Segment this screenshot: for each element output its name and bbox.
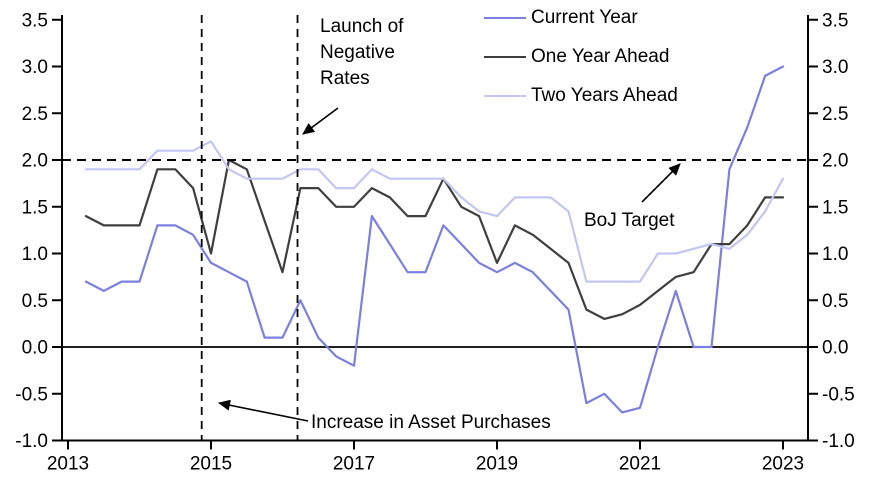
y-tick-label-left: 2.5 bbox=[22, 104, 48, 125]
two-years-ahead-line-swatch bbox=[484, 95, 526, 97]
x-tick-label: 2021 bbox=[619, 454, 661, 475]
y-tick-label-right: 0.5 bbox=[822, 291, 848, 312]
legend: Current Year One Year Ahead Two Years Ah… bbox=[484, 7, 678, 124]
legend-item-one-year-ahead: One Year Ahead bbox=[484, 46, 678, 68]
legend-label: Current Year bbox=[531, 7, 638, 28]
legend-label: One Year Ahead bbox=[531, 46, 670, 67]
y-tick-label-right: -0.5 bbox=[822, 384, 855, 405]
series-line-two-years-ahead bbox=[84, 140, 785, 283]
one-year-ahead-line-swatch bbox=[484, 56, 526, 58]
series-line-one-year-ahead bbox=[84, 158, 785, 320]
y-tick-label-left: 2.0 bbox=[22, 151, 48, 172]
x-tick-label: 2015 bbox=[190, 454, 232, 475]
boj-target-annotation: BoJ Target bbox=[584, 210, 675, 231]
legend-item-current-year: Current Year bbox=[484, 7, 678, 29]
y-tick-label-right: 3.0 bbox=[822, 57, 848, 78]
negative-rates-annotation: Launch of Negative Rates bbox=[320, 16, 404, 89]
negative-rates-arrow bbox=[302, 107, 339, 135]
boj-target-arrow bbox=[641, 163, 681, 203]
y-tick-label-left: 1.5 bbox=[22, 197, 48, 218]
y-tick-label-right: -1.0 bbox=[822, 431, 855, 452]
asset-purchases-arrow bbox=[218, 399, 309, 422]
y-tick-label-left: -1.0 bbox=[15, 431, 48, 452]
y-tick-label-left: 0.5 bbox=[22, 291, 48, 312]
y-tick-label-right: 1.0 bbox=[822, 244, 848, 265]
x-tick-label: 2023 bbox=[762, 454, 804, 475]
y-tick-label-right: 3.5 bbox=[822, 10, 848, 31]
y-tick-label-left: 3.5 bbox=[22, 10, 48, 31]
y-tick-label-right: 2.0 bbox=[822, 151, 848, 172]
x-tick-label: 2019 bbox=[476, 454, 518, 475]
y-tick-label-right: 1.5 bbox=[822, 197, 848, 218]
y-tick-label-left: -0.5 bbox=[15, 384, 48, 405]
y-tick-label-left: 1.0 bbox=[22, 244, 48, 265]
y-tick-label-right: 2.5 bbox=[822, 104, 848, 125]
asset-purchases-annotation: Increase in Asset Purchases bbox=[311, 412, 551, 433]
x-tick-label: 2017 bbox=[333, 454, 375, 475]
y-tick-label-right: 0.0 bbox=[822, 338, 848, 359]
y-tick-label-left: 3.0 bbox=[22, 57, 48, 78]
legend-item-two-years-ahead: Two Years Ahead bbox=[484, 85, 678, 107]
legend-label: Two Years Ahead bbox=[531, 85, 678, 106]
current-year-line-swatch bbox=[484, 17, 526, 19]
x-tick-label: 2013 bbox=[47, 454, 89, 475]
series-line-current-year bbox=[84, 65, 785, 414]
y-tick-label-left: 0.0 bbox=[22, 338, 48, 359]
